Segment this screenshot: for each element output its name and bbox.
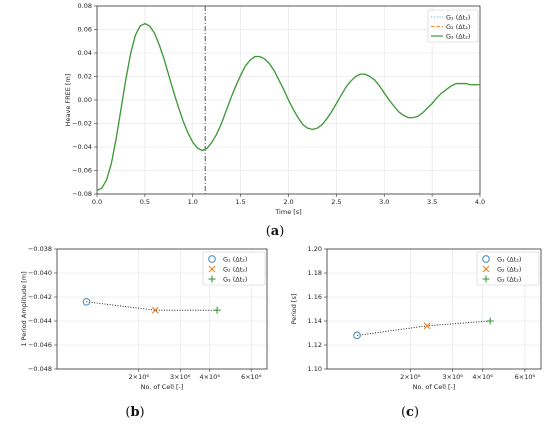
y-tick-label: 1.18 — [308, 269, 322, 277]
y-tick-label: 0.06 — [78, 26, 92, 34]
x-tick-label: 6×10⁶ — [515, 373, 536, 381]
x-tick-label: 2×10⁶ — [129, 373, 150, 381]
legend-marker-g2 — [482, 265, 490, 273]
legend-label-g1: G₁ (Δt₂) — [497, 255, 521, 263]
legend-marker-g1 — [482, 255, 490, 263]
x-tick-label: 1.5 — [235, 198, 245, 206]
panel-label: (b) — [125, 405, 144, 420]
y-tick-label: −0.046 — [28, 341, 52, 349]
plot-frame — [326, 248, 542, 370]
panel-open-paren: ( — [125, 405, 130, 420]
x-tick-label: 0.5 — [140, 198, 150, 206]
y-axis-label: 1 Period Amplitude [m] — [20, 271, 28, 346]
x-tick-label: 4×10⁶ — [199, 373, 220, 381]
x-tick-label: 2×10⁶ — [400, 373, 421, 381]
y-tick-label: 1.14 — [308, 317, 322, 325]
y-tick-label: −0.048 — [28, 365, 52, 373]
y-tick-label: 0.04 — [78, 49, 92, 57]
legend-label-g2: G₂ (Δt₂) — [446, 23, 470, 31]
legend-marker-g1 — [208, 255, 216, 263]
y-tick-label: 0.00 — [78, 96, 92, 104]
panel-close-paren: ) — [414, 405, 419, 420]
legend-box — [476, 251, 540, 286]
series-line-g3 — [96, 22, 480, 192]
x-tick-label: 2.5 — [331, 198, 341, 206]
x-axis-label: Time [s] — [274, 208, 301, 216]
y-tick-label: −0.02 — [72, 120, 92, 128]
data-point-g1 — [353, 331, 361, 340]
x-tick-label: 4.0 — [475, 198, 485, 206]
legend-box — [202, 251, 266, 286]
panel-open-paren: ( — [266, 224, 271, 239]
legend-label-g2: G₂ (Δt₂) — [497, 265, 521, 273]
x-tick-label: 4×10⁶ — [472, 373, 493, 381]
panel-letter: c — [406, 405, 414, 420]
x-tick-label: 1.0 — [188, 198, 198, 206]
plot-frame — [56, 248, 268, 370]
data-point-g2-stroke-b — [423, 322, 431, 330]
panel-close-paren: ) — [140, 405, 145, 420]
legend-label-g3: G₃ (Δt₂) — [446, 32, 470, 40]
connector-line — [86, 301, 218, 311]
x-axis-label: No. of Cell [-] — [413, 383, 456, 391]
y-tick-label: 1.10 — [308, 365, 322, 373]
panel-label: (c) — [401, 405, 419, 420]
legend-marker-g2-stroke-b — [208, 265, 216, 273]
y-tick-label: 0.02 — [78, 73, 92, 81]
x-tick-label: 3×10⁶ — [442, 373, 463, 381]
legend-box — [427, 9, 479, 43]
connector-line — [356, 320, 491, 336]
data-point-g2 — [151, 306, 159, 314]
y-tick-label: −0.044 — [28, 317, 52, 325]
y-tick-label: −0.08 — [72, 190, 92, 198]
y-axis-label: Heave FREE [m] — [64, 74, 72, 127]
legend-marker-g3 — [208, 275, 216, 283]
y-tick-label: −0.04 — [72, 143, 92, 151]
panel-label: (a) — [266, 224, 285, 239]
x-axis-label: No. of Cell [-] — [141, 383, 184, 391]
panel-open-paren: ( — [401, 405, 406, 420]
legend-label-g3: G₃ (Δt₂) — [223, 275, 247, 283]
legend-label-g1: G₁ (Δt₂) — [223, 255, 247, 263]
x-tick-label: 3.0 — [379, 198, 389, 206]
panel-close-paren: ) — [279, 224, 284, 239]
y-tick-label: 1.12 — [308, 341, 322, 349]
data-point-g2 — [423, 322, 431, 330]
y-tick-label: 1.20 — [308, 245, 322, 253]
panel-letter: a — [271, 224, 280, 239]
x-tick-label: 0.0 — [92, 198, 102, 206]
x-tick-label: 2.0 — [283, 198, 293, 206]
y-tick-label: 0.08 — [78, 2, 92, 10]
data-point-g1 — [82, 297, 91, 306]
x-tick-label: 3.5 — [427, 198, 437, 206]
x-tick-label: 3×10⁶ — [170, 373, 191, 381]
legend-marker-g2-stroke-b — [482, 265, 490, 273]
legend-label-g2: G₂ (Δt₂) — [223, 265, 247, 273]
data-point-g2-stroke-b — [151, 306, 159, 314]
data-point-g3 — [213, 306, 221, 314]
legend-label-g3: G₃ (Δt₂) — [497, 275, 521, 283]
legend-label-g1: G₁ (Δt₂) — [446, 13, 470, 21]
y-tick-label: −0.06 — [72, 167, 92, 175]
legend-marker-g2 — [208, 265, 216, 273]
chart-b: 2×10⁶ 3×10⁶ 4×10⁶ 6×10⁶ −0.048 −0.046 −0.044 −0… — [20, 245, 268, 420]
data-point-g3 — [486, 317, 494, 325]
y-tick-label: −0.040 — [28, 269, 52, 277]
chart-c: 2×10⁶ 3×10⁶ 4×10⁶ 6×10⁶ 1.10 1.12 1.14 1.16 1.18… — [290, 245, 542, 420]
chart-a: 0.0 0.5 1.0 1.5 2.0 2.5 3.0 3.5 4.0 −0.08 −0.06 −0.… — [64, 2, 485, 239]
y-tick-label: −0.038 — [28, 245, 52, 253]
legend-marker-g3 — [482, 275, 490, 283]
panel-letter: b — [130, 405, 139, 420]
y-tick-label: −0.042 — [28, 293, 52, 301]
y-axis-label: Period [s] — [290, 294, 298, 325]
x-tick-label: 6×10⁶ — [241, 373, 262, 381]
y-tick-label: 1.16 — [308, 293, 322, 301]
